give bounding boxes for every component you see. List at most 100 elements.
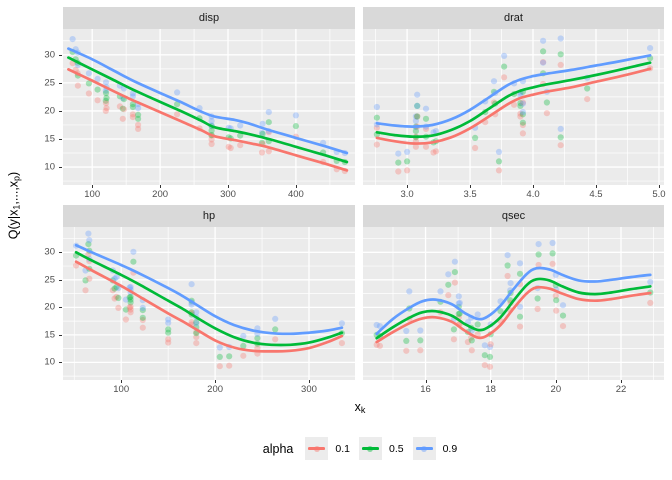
data-point bbox=[422, 105, 430, 112]
data-point bbox=[174, 89, 181, 96]
data-point bbox=[94, 97, 101, 104]
smooth-curve-alpha-0.9 bbox=[375, 54, 652, 128]
x-tick-label: 16 bbox=[420, 384, 431, 395]
y-tick-mark bbox=[59, 307, 62, 309]
x-tick-label: 100 bbox=[84, 189, 101, 200]
smooth-curve-alpha-0.9 bbox=[67, 47, 349, 155]
data-point bbox=[451, 279, 458, 286]
data-point bbox=[584, 96, 591, 103]
data-point bbox=[127, 283, 134, 291]
x-tick-label: 200 bbox=[207, 384, 224, 395]
data-point bbox=[534, 305, 541, 313]
data-point bbox=[102, 79, 110, 86]
data-point bbox=[487, 341, 494, 348]
data-point bbox=[559, 312, 567, 319]
data-point bbox=[85, 241, 92, 248]
data-point bbox=[557, 51, 564, 58]
facet-strip-disp: disp bbox=[63, 7, 355, 29]
x-tick-label: 3.5 bbox=[463, 189, 477, 200]
x-tick-label: 20 bbox=[550, 384, 562, 395]
data-point bbox=[135, 115, 142, 122]
y-tick-label: 30 bbox=[44, 246, 55, 258]
data-point bbox=[486, 343, 494, 351]
data-point bbox=[517, 110, 524, 117]
data-point bbox=[85, 70, 92, 77]
facet-strip-label: qsec bbox=[501, 210, 526, 222]
data-point bbox=[113, 293, 120, 300]
data-point bbox=[373, 341, 380, 348]
data-point bbox=[414, 102, 421, 109]
data-point bbox=[272, 315, 279, 322]
data-point bbox=[129, 101, 136, 108]
facet-panel-hp bbox=[63, 227, 355, 380]
data-point bbox=[456, 299, 463, 306]
data-point bbox=[102, 89, 110, 97]
data-point bbox=[516, 270, 524, 277]
data-point bbox=[129, 114, 136, 121]
data-point bbox=[85, 90, 92, 97]
y-tick-label: 15 bbox=[44, 329, 55, 341]
data-point bbox=[237, 122, 244, 129]
data-point bbox=[481, 352, 488, 359]
data-point bbox=[109, 287, 116, 294]
data-point bbox=[188, 281, 195, 288]
smooth-curve-alpha-0.9 bbox=[74, 243, 344, 336]
data-point bbox=[430, 149, 437, 156]
data-point bbox=[481, 342, 488, 349]
data-point bbox=[534, 295, 541, 302]
x-tick-mark bbox=[295, 185, 297, 188]
data-point bbox=[86, 237, 93, 244]
data-point bbox=[455, 310, 462, 318]
data-point bbox=[472, 134, 479, 141]
data-point bbox=[135, 105, 142, 112]
data-point bbox=[414, 102, 421, 109]
data-point bbox=[543, 99, 550, 106]
data-point bbox=[139, 304, 146, 311]
data-point bbox=[292, 123, 299, 130]
data-point bbox=[139, 307, 146, 314]
smooth-curve-alpha-0.5 bbox=[67, 56, 349, 164]
data-point bbox=[395, 159, 402, 166]
data-point bbox=[208, 117, 215, 125]
y-tick-mark bbox=[59, 54, 62, 56]
data-point bbox=[265, 119, 272, 126]
data-point bbox=[338, 320, 345, 327]
x-tick-label: 300 bbox=[301, 384, 317, 395]
data-point bbox=[129, 103, 136, 111]
data-point bbox=[265, 148, 272, 155]
data-point bbox=[122, 316, 129, 323]
legend-entry-alpha-0.1: 0.1 bbox=[305, 437, 350, 460]
data-point bbox=[404, 167, 411, 174]
data-point bbox=[272, 336, 279, 343]
data-point bbox=[139, 316, 146, 324]
data-point bbox=[94, 86, 101, 93]
data-point bbox=[135, 125, 142, 132]
data-point bbox=[414, 113, 421, 120]
x-tick-label: 4.0 bbox=[526, 189, 540, 200]
data-point bbox=[193, 319, 200, 326]
data-point bbox=[468, 347, 475, 354]
data-point bbox=[373, 103, 380, 111]
legend-title: alpha bbox=[262, 441, 294, 456]
data-point bbox=[373, 141, 380, 148]
panel-background bbox=[63, 227, 355, 380]
data-point bbox=[258, 129, 266, 136]
data-point bbox=[216, 344, 223, 351]
y-tick-mark bbox=[59, 167, 62, 169]
y-tick-label: 20 bbox=[44, 301, 55, 313]
data-point bbox=[559, 302, 567, 309]
data-point bbox=[517, 102, 524, 109]
data-points bbox=[373, 35, 654, 175]
data-point bbox=[102, 107, 109, 114]
data-point bbox=[208, 127, 215, 134]
legend-entry-label: 0.5 bbox=[388, 442, 404, 455]
data-point bbox=[516, 323, 524, 330]
x-tick-label: 400 bbox=[287, 189, 304, 200]
data-point bbox=[507, 280, 514, 287]
data-point bbox=[549, 239, 556, 247]
data-point bbox=[495, 167, 503, 174]
data-point bbox=[127, 296, 134, 303]
data-point bbox=[240, 352, 247, 359]
x-tick-mark bbox=[621, 380, 622, 383]
data-point bbox=[126, 304, 133, 311]
